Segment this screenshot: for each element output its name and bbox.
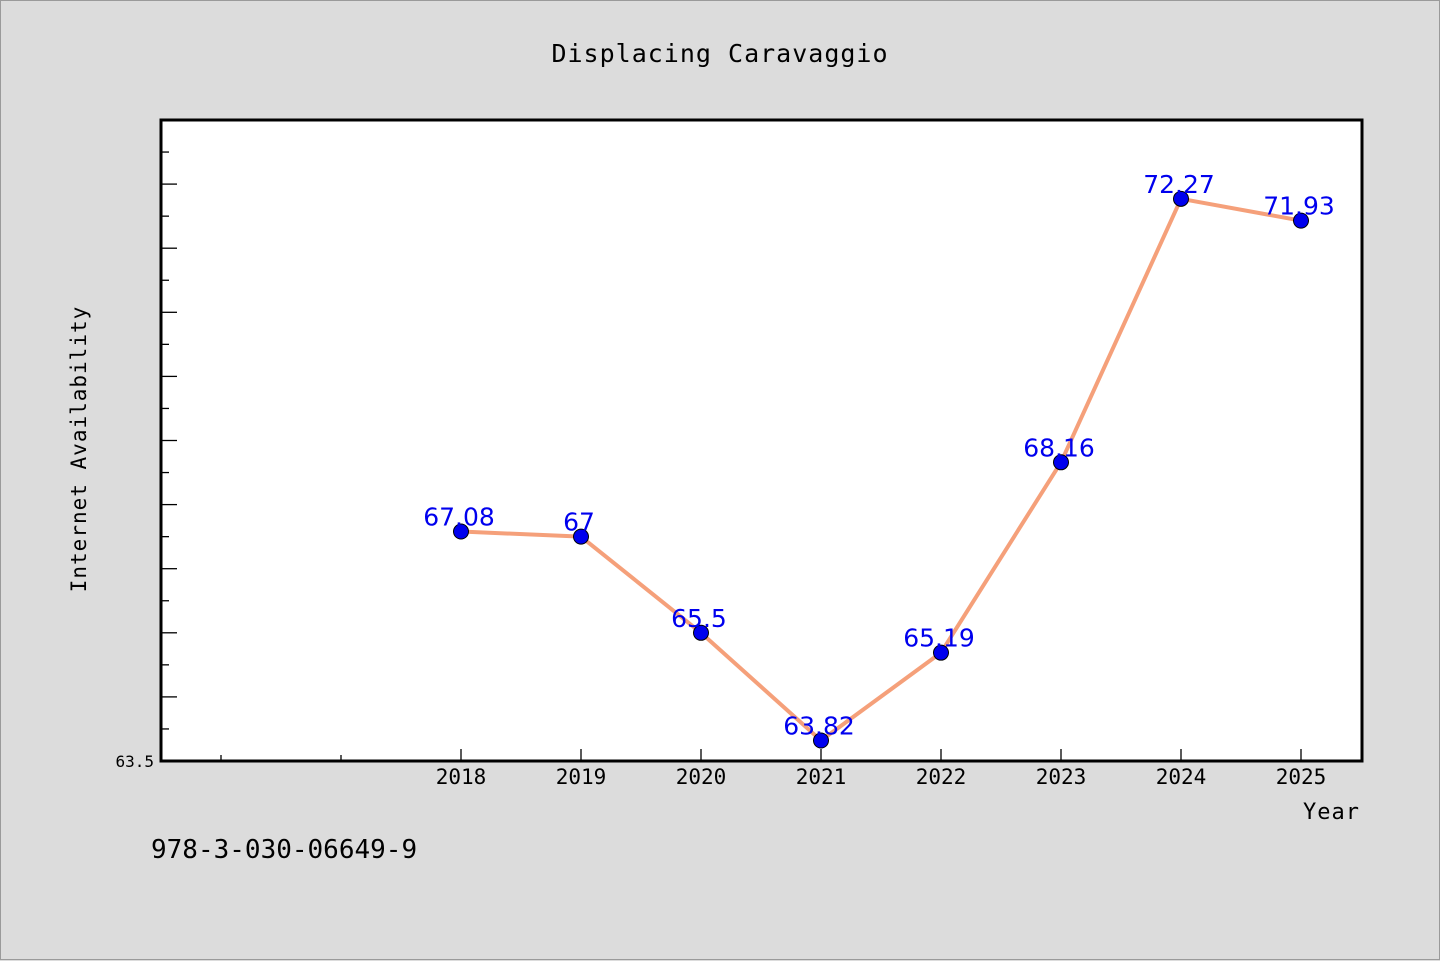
x-tick-label: 2022 [916, 765, 967, 789]
data-point [1053, 454, 1069, 471]
data-point [573, 528, 589, 545]
x-tick-label: 2023 [1036, 765, 1087, 789]
data-label: 65.5 [671, 604, 727, 633]
x-tick-label: 2021 [796, 765, 847, 789]
plot-area [159, 118, 1364, 763]
x-tick-label: 2018 [436, 765, 487, 789]
data-label: 65.19 [903, 624, 975, 653]
x-tick-label: 2020 [676, 765, 727, 789]
y-axis-label: Internet Availability [67, 306, 91, 593]
data-labels: 67.08 67 65.5 63.82 65.19 68.16 72.27 71.93 [423, 170, 1335, 741]
chart-title: Displacing Caravaggio [551, 39, 888, 68]
x-tick-label: 2024 [1156, 765, 1207, 789]
data-point [1173, 190, 1189, 207]
y-tick-label: 63.5 [115, 752, 154, 771]
y-axis-ticks [161, 151, 177, 730]
x-tick-label: 2025 [1276, 765, 1327, 789]
data-label: 67 [563, 508, 595, 537]
y-axis-tick-labels: 63.5 [115, 752, 154, 771]
data-point [933, 644, 949, 661]
data-point-markers [453, 190, 1309, 749]
data-label: 71.93 [1263, 192, 1335, 221]
data-point [813, 732, 829, 749]
x-axis-ticks [220, 749, 1302, 761]
data-label: 72.27 [1143, 170, 1215, 199]
data-label: 63.82 [783, 711, 855, 740]
data-point [1293, 212, 1309, 229]
data-point [693, 624, 709, 641]
data-label: 67.08 [423, 503, 495, 532]
x-tick-label: 2019 [556, 765, 607, 789]
data-label: 68.16 [1023, 433, 1095, 462]
series-line-group [459, 196, 1303, 743]
x-axis-label: Year [1303, 800, 1360, 825]
data-point [453, 523, 469, 540]
series-line [459, 196, 1303, 743]
footer-code: 978-3-030-06649-9 [151, 835, 418, 865]
x-axis-tick-labels: 2018 2019 2020 2021 2022 2023 2024 2025 [436, 765, 1327, 789]
